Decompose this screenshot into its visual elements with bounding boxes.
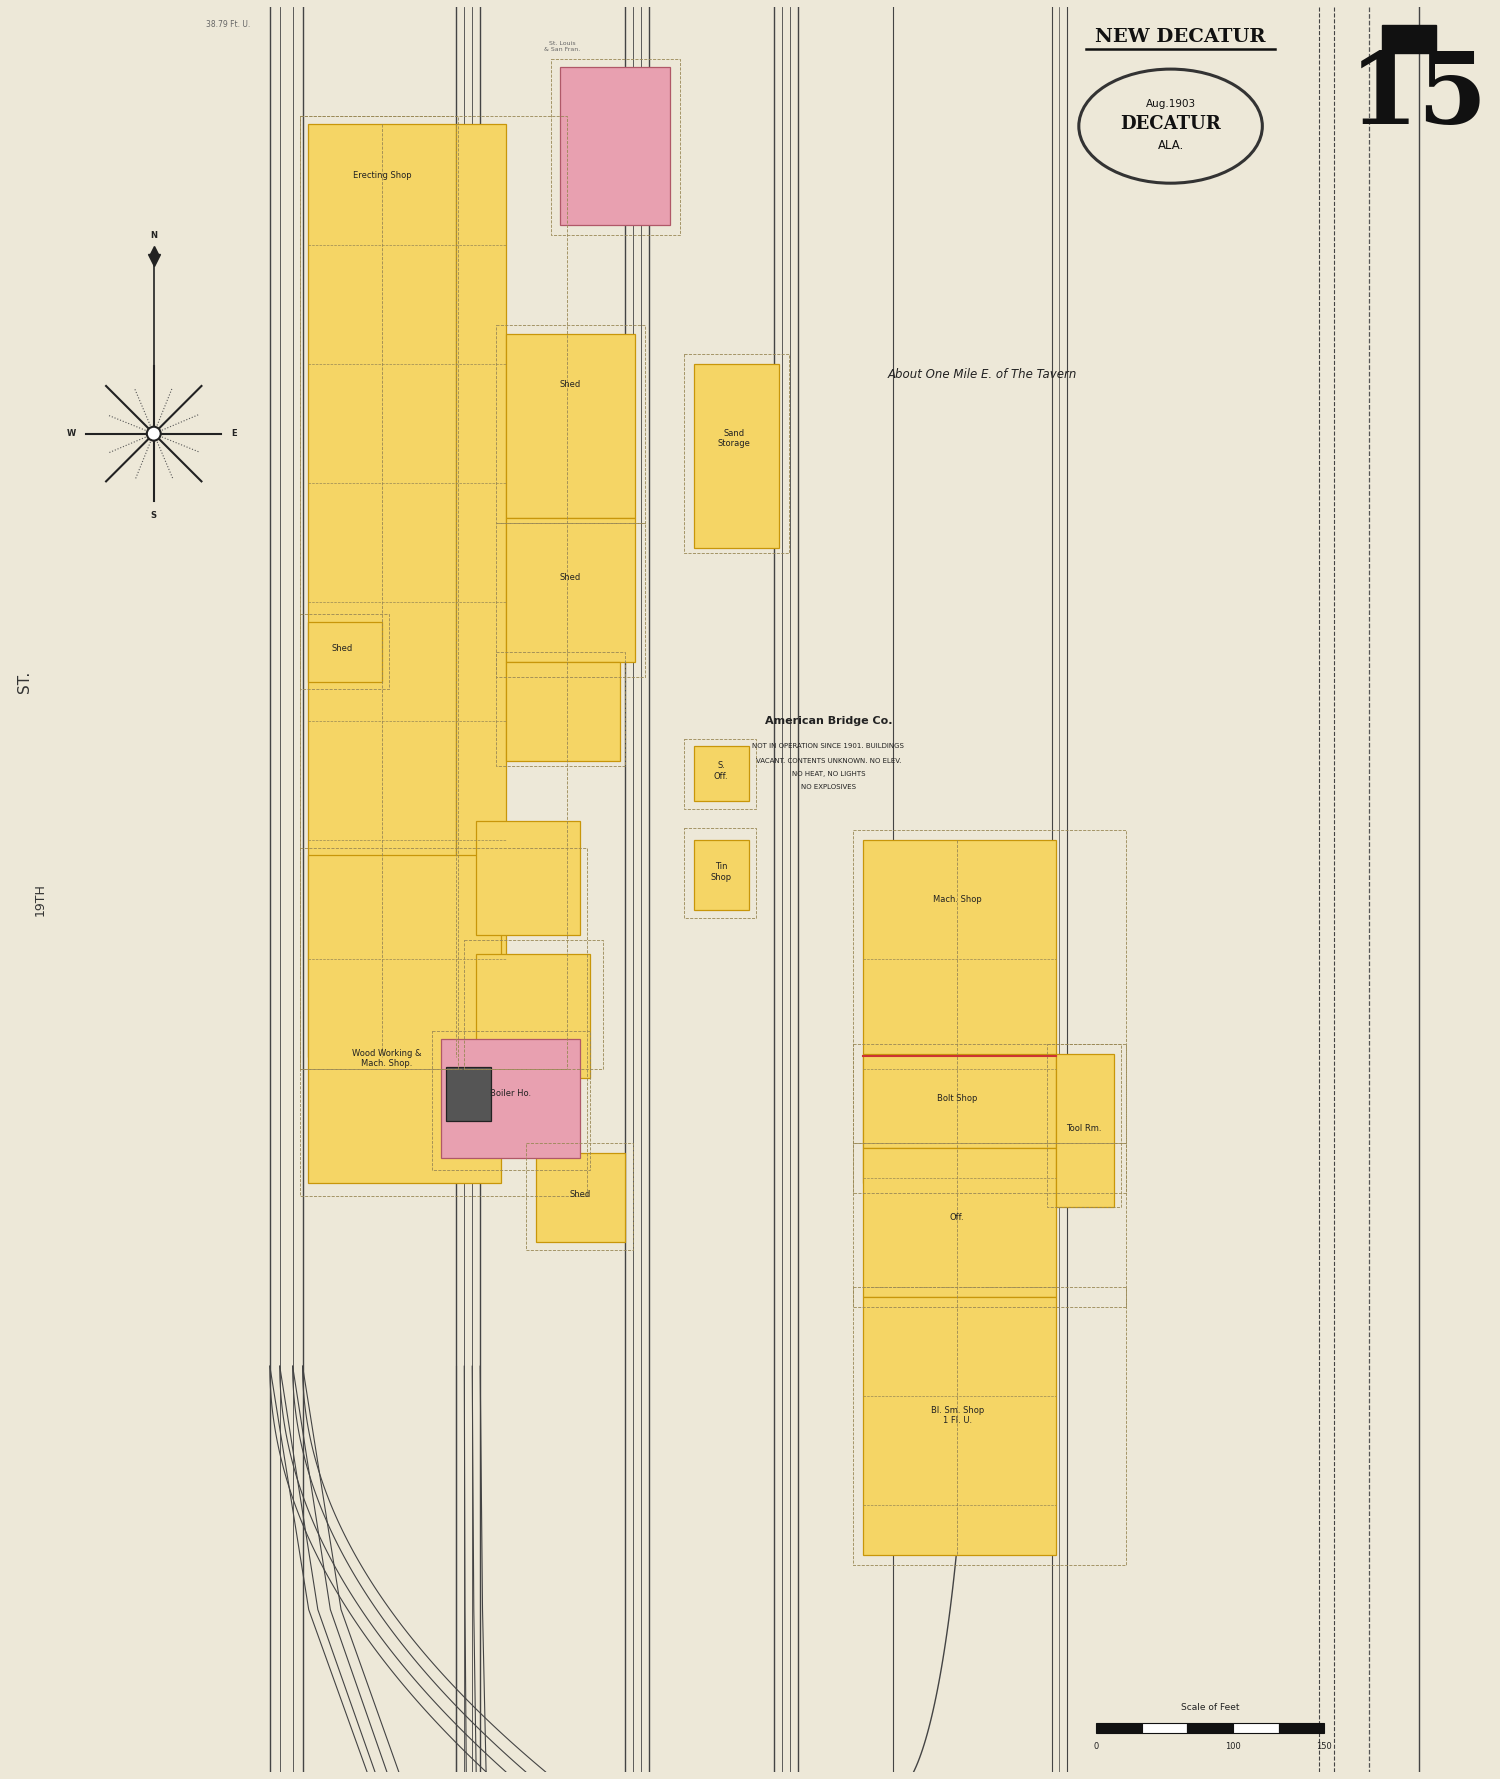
Text: 0: 0 (1094, 1742, 1100, 1751)
Bar (1056, 1053, 1114, 1208)
Text: Scale of Feet: Scale of Feet (1180, 1703, 1239, 1713)
Bar (465, 939, 603, 1069)
Text: VACANT. CONTENTS UNKNOWN. NO ELEV.: VACANT. CONTENTS UNKNOWN. NO ELEV. (756, 758, 902, 763)
Bar (496, 523, 645, 676)
Bar (476, 955, 590, 1078)
Bar (853, 1044, 1126, 1142)
Bar (300, 116, 567, 1069)
Text: Shed: Shed (560, 573, 580, 582)
Text: Shed: Shed (332, 644, 352, 653)
Text: American Bridge Co.: American Bridge Co. (765, 717, 892, 726)
Bar (1188, 1724, 1233, 1733)
Text: E: E (231, 429, 237, 438)
Text: NEW DECATUR: NEW DECATUR (1095, 28, 1266, 46)
Text: Bolt Shop: Bolt Shop (938, 1094, 978, 1103)
Text: ALA.: ALA. (1158, 139, 1184, 153)
Bar (536, 1153, 626, 1242)
Bar (853, 1142, 1126, 1306)
Bar (1096, 1724, 1142, 1733)
Bar (561, 66, 669, 226)
Bar (684, 829, 756, 918)
Bar (300, 849, 588, 1195)
Bar (300, 614, 388, 688)
Text: Tin
Shop: Tin Shop (711, 863, 732, 882)
Bar (1382, 25, 1437, 53)
Bar (476, 820, 580, 934)
Text: NOT IN OPERATION SINCE 1901. BUILDINGS: NOT IN OPERATION SINCE 1901. BUILDINGS (753, 744, 904, 749)
Bar (862, 1147, 1056, 1297)
Text: ST.: ST. (18, 671, 33, 692)
Bar (300, 116, 459, 1069)
Text: Wood Working &
Mach. Shop.: Wood Working & Mach. Shop. (352, 1050, 422, 1069)
Bar (496, 324, 645, 523)
Text: Boiler Ho.: Boiler Ho. (490, 1089, 531, 1098)
Bar (526, 1142, 633, 1251)
Text: 150: 150 (1317, 1742, 1332, 1751)
Text: NO HEAT, NO LIGHTS: NO HEAT, NO LIGHTS (792, 770, 865, 777)
Bar (684, 354, 789, 553)
Bar (853, 1286, 1126, 1564)
Bar (694, 745, 748, 801)
Bar (308, 125, 456, 1057)
Bar (496, 651, 626, 767)
Text: 100: 100 (1226, 1742, 1240, 1751)
Bar (456, 125, 506, 1057)
Bar (853, 831, 1126, 1192)
Text: 19TH: 19TH (33, 884, 46, 916)
Bar (447, 1067, 491, 1121)
Bar (550, 59, 680, 235)
Text: S.
Off.: S. Off. (714, 761, 729, 781)
Bar (1233, 1724, 1278, 1733)
Text: Tool Rm.: Tool Rm. (1066, 1124, 1102, 1133)
Bar (1278, 1724, 1324, 1733)
Bar (684, 740, 756, 809)
Bar (308, 623, 382, 681)
Text: Erecting Shop: Erecting Shop (352, 171, 411, 180)
Text: St. Louis
& San Fran.: St. Louis & San Fran. (544, 41, 580, 52)
Text: Aug.1903: Aug.1903 (1146, 100, 1196, 109)
Bar (862, 840, 1056, 1183)
Text: Sand
Storage: Sand Storage (717, 429, 750, 448)
Bar (1142, 1724, 1188, 1733)
Bar (506, 334, 634, 518)
Bar (1047, 1044, 1120, 1208)
Bar (308, 856, 501, 1183)
Text: Shed: Shed (570, 1190, 591, 1199)
Text: 38.79 Ft. U.: 38.79 Ft. U. (206, 20, 251, 30)
Text: S: S (152, 511, 157, 519)
Bar (432, 1030, 590, 1171)
Bar (862, 1297, 1056, 1555)
Text: Mach. Shop: Mach. Shop (933, 895, 981, 904)
Text: About One Mile E. of The Tavern: About One Mile E. of The Tavern (888, 368, 1077, 381)
Text: DECATUR: DECATUR (1120, 116, 1221, 133)
Bar (862, 1053, 1056, 1147)
Text: 15: 15 (1348, 48, 1488, 144)
Bar (694, 365, 778, 548)
Bar (441, 1039, 580, 1158)
Text: NO EXPLOSIVES: NO EXPLOSIVES (801, 785, 856, 790)
Bar (506, 518, 634, 662)
Bar (694, 840, 748, 909)
Text: N: N (150, 231, 158, 240)
Text: Shed: Shed (560, 379, 580, 388)
Bar (506, 662, 620, 761)
Text: Off.: Off. (950, 1213, 964, 1222)
Text: W: W (68, 429, 76, 438)
Text: Bl. Sm. Shop
1 Fl. U.: Bl. Sm. Shop 1 Fl. U. (930, 1405, 984, 1425)
Circle shape (147, 427, 160, 441)
